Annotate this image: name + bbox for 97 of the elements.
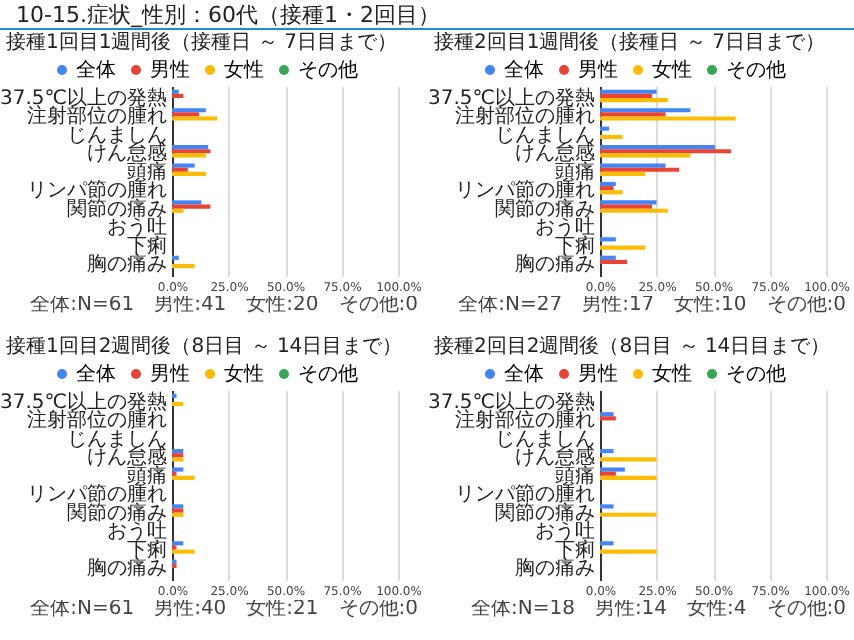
legend-label: 女性 xyxy=(652,362,692,386)
bar xyxy=(172,167,188,172)
y-tick-label: 頭痛 xyxy=(555,463,595,488)
y-tick-label: 下痢 xyxy=(555,233,595,258)
y-tick-label: 注射部位の腫れ xyxy=(455,408,595,433)
y-tick-label: 下痢 xyxy=(555,537,595,562)
y-tick-label: じんましん xyxy=(67,428,167,451)
y-tick-label: じんましん xyxy=(495,124,595,147)
text: 10-15.症状_性別：60代（接種1・2回目） xyxy=(16,2,440,28)
legend-label: 男性 xyxy=(578,362,618,386)
chart-title: 接種1回目1週間後（接種日 ～ 7日目まで） xyxy=(4,32,399,54)
bar xyxy=(600,504,614,509)
legend-label: 女性 xyxy=(224,58,264,82)
bar xyxy=(600,112,666,117)
bar xyxy=(600,186,614,191)
y-tick-label: 頭痛 xyxy=(555,159,595,184)
y-tick-label: 関節の痛み xyxy=(495,196,595,221)
legend-label: その他 xyxy=(726,58,786,82)
bar xyxy=(600,237,616,242)
bar xyxy=(600,449,614,454)
bar xyxy=(600,204,652,209)
bar xyxy=(172,112,200,117)
legend-label: 全体 xyxy=(504,58,544,82)
chart-title: 接種2回目2週間後（8日目 ～ 14日目まで） xyxy=(432,336,833,358)
legend-label: 男性 xyxy=(150,58,190,82)
legend-label: 全体 xyxy=(76,58,116,82)
legend-label: 全体 xyxy=(504,362,544,386)
bar xyxy=(600,475,657,480)
y-tick-label: 注射部位の腫れ xyxy=(455,104,595,129)
bar xyxy=(172,93,184,98)
y-tick-label: 下痢 xyxy=(127,537,167,562)
legend-label: 男性 xyxy=(150,362,190,386)
bar xyxy=(600,200,657,205)
legend-label: 女性 xyxy=(652,58,692,82)
bar xyxy=(600,541,614,546)
bar xyxy=(600,255,616,260)
bar xyxy=(172,171,206,176)
bar xyxy=(172,163,195,168)
bar xyxy=(600,93,652,98)
bar xyxy=(600,134,623,140)
legend-label: その他 xyxy=(726,362,786,386)
bar xyxy=(600,245,646,250)
bar xyxy=(172,204,211,209)
legend-label: その他 xyxy=(298,58,358,82)
bar xyxy=(172,89,179,94)
bar xyxy=(172,264,195,269)
bar xyxy=(600,467,625,472)
y-tick-label: 注射部位の腫れ xyxy=(27,408,167,433)
bar xyxy=(172,116,218,121)
bar xyxy=(600,171,646,176)
y-tick-label: 胸の痛み xyxy=(515,556,595,581)
legend-label: 男性 xyxy=(578,58,618,82)
bar xyxy=(600,89,657,94)
chart-title: 接種1回目2週間後（8日目 ～ 14日目まで） xyxy=(4,336,405,358)
y-tick-label: 胸の痛み xyxy=(87,252,167,277)
bar xyxy=(172,401,184,407)
bar xyxy=(600,145,716,150)
bar xyxy=(600,549,657,554)
bar xyxy=(600,259,628,265)
bar xyxy=(172,475,195,480)
bar xyxy=(600,512,657,517)
bar xyxy=(600,181,616,187)
bar xyxy=(172,255,179,260)
bar xyxy=(172,200,202,205)
bar xyxy=(600,167,680,172)
y-tick-label: 胸の痛み xyxy=(87,556,167,581)
bar xyxy=(172,467,184,472)
y-tick-label: 頭痛 xyxy=(127,463,167,488)
y-tick-label: 関節の痛み xyxy=(67,500,167,525)
bar xyxy=(600,153,691,158)
bar xyxy=(172,549,195,554)
bar xyxy=(172,108,206,113)
y-tick-label: じんましん xyxy=(495,428,595,451)
bar xyxy=(600,190,623,195)
y-tick-label: 関節の痛み xyxy=(495,500,595,525)
bar xyxy=(172,541,184,546)
bar xyxy=(600,208,668,213)
bar xyxy=(600,471,616,476)
legend-label: 女性 xyxy=(224,362,264,386)
bar xyxy=(172,208,184,213)
bar xyxy=(600,163,666,168)
legend-label: その他 xyxy=(298,362,358,386)
y-tick-label: 下痢 xyxy=(127,233,167,258)
y-tick-label: 胸の痛み xyxy=(515,252,595,277)
bar xyxy=(600,108,691,113)
bar xyxy=(600,116,736,121)
y-tick-label: 頭痛 xyxy=(127,159,167,184)
bar xyxy=(172,153,206,158)
chart-title: 接種2回目1週間後（接種日 ～ 7日目まで） xyxy=(432,32,827,54)
y-tick-label: 注射部位の腫れ xyxy=(27,104,167,129)
y-tick-label: じんましん xyxy=(67,124,167,147)
bar xyxy=(600,457,657,462)
bar xyxy=(600,97,668,103)
bar xyxy=(600,126,610,131)
y-tick-label: 関節の痛み xyxy=(67,196,167,221)
bar xyxy=(600,149,732,154)
legend-label: 全体 xyxy=(76,362,116,386)
